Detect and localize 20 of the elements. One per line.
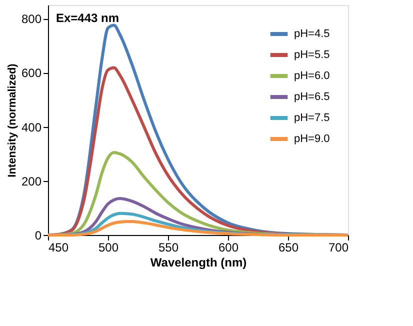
y-tick-label: 800 [21,12,42,26]
x-tick-label: 550 [158,240,179,254]
x-axis-title: Wavelength (nm) [150,256,247,270]
legend-label: pH=6.0 [294,70,330,82]
x-tick-label: 450 [48,240,69,254]
legend-label: pH=7.5 [294,112,330,124]
y-tick-label: 600 [21,66,42,80]
y-axis-title: Intensity (normalized) [6,63,18,178]
legend-label: pH=6.5 [294,91,330,103]
annotation: Ex=443 nm [56,11,120,25]
y-tick-label: 0 [34,228,42,242]
y-tick-label: 400 [21,120,42,134]
legend-label: pH=5.5 [294,49,330,61]
x-tick-label: 600 [218,240,239,254]
legend-label: pH=4.5 [294,28,330,40]
legend-label: pH=9.0 [294,133,330,145]
y-tick-label: 200 [21,174,42,188]
x-tick-label: 500 [98,240,119,254]
x-tick-label: 700 [328,240,349,254]
x-tick-label: 650 [278,240,299,254]
